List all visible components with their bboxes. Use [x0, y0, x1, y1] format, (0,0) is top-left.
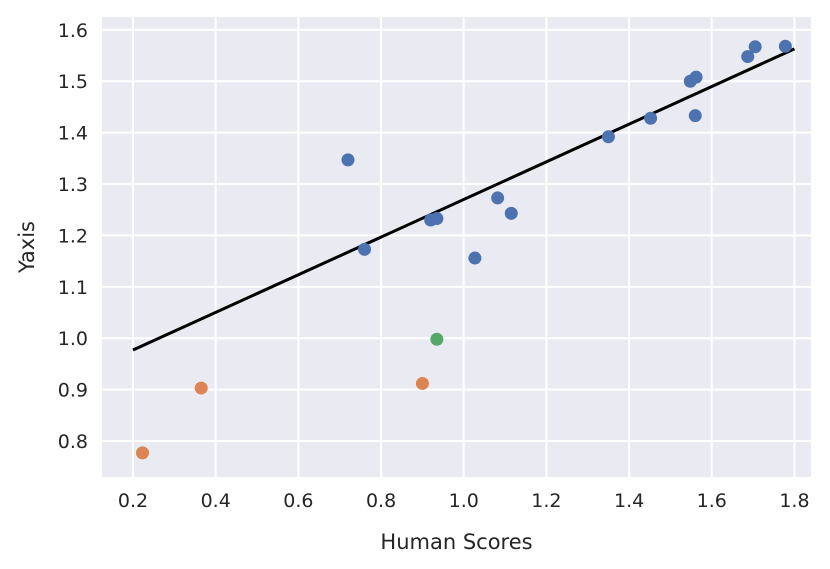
data-point-blue — [601, 130, 615, 144]
x-tick-label: 0.8 — [366, 490, 396, 512]
data-point-blue — [689, 70, 703, 84]
plot-background — [102, 17, 811, 477]
x-tick-label: 1.6 — [697, 490, 727, 512]
x-tick-labels: 0.2 0.4 0.6 0.8 1.0 1.2 1.4 1.6 1.8 — [118, 490, 810, 512]
x-tick-label: 0.6 — [283, 490, 313, 512]
y-tick-label: 1.5 — [58, 71, 88, 93]
data-point-blue — [491, 191, 505, 205]
x-tick-label: 1.4 — [614, 490, 644, 512]
data-point-orange — [136, 446, 150, 460]
data-point-blue — [504, 206, 518, 220]
data-point-green — [430, 332, 444, 346]
data-point-blue — [644, 111, 658, 125]
grid-lines — [102, 17, 811, 477]
fit-line-group — [132, 47, 796, 352]
x-tick-label: 1.2 — [531, 490, 561, 512]
data-point-blue — [778, 39, 792, 53]
data-point-blue — [468, 251, 482, 265]
data-point-orange — [415, 376, 429, 390]
y-tick-label: 0.9 — [58, 380, 88, 402]
y-tick-label: 0.8 — [58, 431, 88, 453]
y-tick-label: 1.2 — [58, 225, 88, 247]
x-tick-label: 1.0 — [449, 490, 479, 512]
y-tick-label: 1.6 — [58, 20, 88, 42]
y-axis-label: Yaxis — [15, 221, 39, 274]
x-tick-label: 0.4 — [201, 490, 231, 512]
x-tick-label: 1.8 — [779, 490, 809, 512]
data-point-blue — [358, 242, 372, 256]
data-point-blue — [688, 109, 702, 123]
data-point-blue — [341, 153, 355, 167]
y-tick-label: 1.1 — [58, 277, 88, 299]
data-point-blue — [748, 40, 762, 54]
y-tick-label: 1.3 — [58, 174, 88, 196]
data-points — [136, 39, 792, 460]
y-tick-label: 1.4 — [58, 123, 88, 145]
data-point-blue — [430, 211, 444, 225]
y-tick-labels: 0.8 0.9 1.0 1.1 1.2 1.3 1.4 1.5 1.6 — [58, 20, 88, 453]
regression-line — [132, 47, 796, 352]
data-point-orange — [194, 381, 208, 395]
x-axis-label: Human Scores — [380, 530, 532, 554]
y-tick-label: 1.0 — [58, 328, 88, 350]
x-tick-label: 0.2 — [118, 490, 148, 512]
data-point-blue — [741, 50, 755, 64]
